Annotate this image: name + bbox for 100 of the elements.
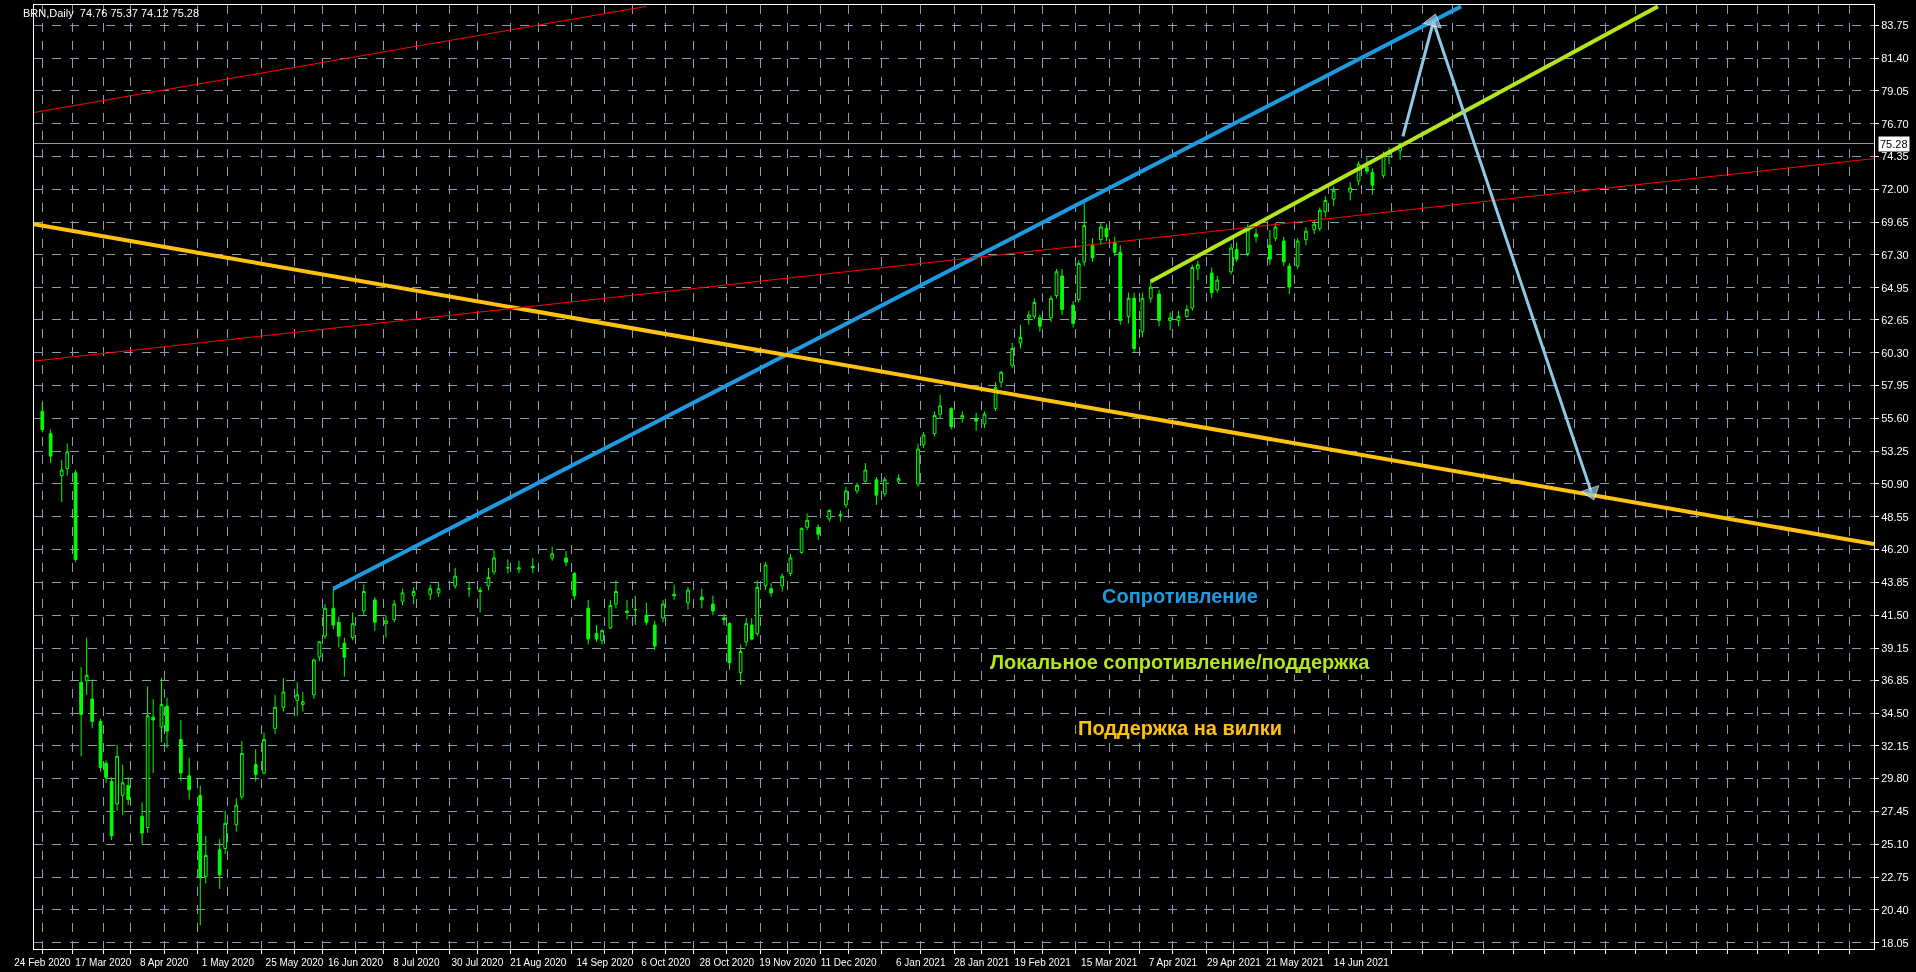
candlestick — [1196, 260, 1200, 281]
candlestick — [1229, 243, 1233, 276]
candlestick — [863, 462, 868, 484]
candlestick — [633, 595, 638, 626]
candlestick — [159, 677, 164, 743]
y-tick-label: 53.25 — [1881, 445, 1909, 458]
x-tick-label: 17 Mar 2020 — [75, 957, 132, 968]
x-tick-label: 29 Apr 2021 — [1206, 957, 1262, 968]
candlestick — [361, 584, 366, 616]
candlestick — [805, 512, 809, 531]
candlestick — [874, 476, 879, 506]
x-tick-label: 19 Feb 2021 — [1014, 957, 1072, 968]
candlestick — [672, 584, 676, 601]
y-tick-label: 60.30 — [1881, 346, 1909, 359]
candlestick — [312, 658, 316, 700]
candlestick — [79, 666, 83, 757]
y-tick-label: 41.50 — [1881, 609, 1909, 622]
candlestick — [1304, 226, 1308, 246]
candlestick — [799, 526, 804, 555]
candlestick — [73, 469, 78, 563]
candlestick — [960, 410, 965, 424]
candlestick — [239, 740, 244, 801]
candlestick — [550, 546, 555, 562]
candlestick — [816, 523, 821, 541]
text: Поддержка на вилки — [1078, 717, 1283, 739]
candlestick — [59, 459, 64, 503]
candlestick — [1157, 289, 1161, 327]
candlestick — [1190, 264, 1195, 312]
candlestick — [453, 567, 458, 590]
candlestick — [1287, 262, 1292, 295]
candlestick — [788, 553, 793, 577]
y-tick-label: 34.50 — [1881, 706, 1909, 719]
candlestick — [400, 588, 405, 606]
candlestick — [84, 637, 89, 696]
candlestick — [1268, 229, 1272, 266]
candlestick — [203, 835, 208, 884]
candlestick — [896, 473, 901, 485]
candlestick — [1071, 300, 1076, 329]
y-tick-label: 50.90 — [1881, 477, 1909, 490]
candlestick — [530, 557, 535, 574]
candlestick — [331, 588, 336, 630]
candlestick — [1295, 237, 1300, 270]
candlestick — [198, 785, 203, 926]
candlestick — [1168, 311, 1172, 331]
candlestick — [65, 442, 70, 477]
y-tick-label: 22.75 — [1881, 870, 1909, 883]
candlestick — [916, 442, 920, 488]
candlestick — [140, 801, 144, 845]
candlestick — [392, 599, 397, 623]
x-tick-label: 8 Jul 2020 — [393, 957, 440, 968]
candlestick — [686, 586, 690, 611]
candlestick — [1076, 260, 1081, 303]
y-tick-label: 18.05 — [1881, 936, 1909, 949]
candlestick — [1090, 237, 1095, 263]
candlestick — [769, 582, 773, 598]
candlestick — [1184, 304, 1189, 319]
candlestick — [652, 620, 657, 651]
candlestick — [882, 476, 887, 498]
y-tick-label: 36.85 — [1881, 674, 1909, 687]
candlestick — [411, 586, 416, 605]
candlestick — [384, 614, 388, 639]
y-tick-label: 20.40 — [1881, 903, 1909, 916]
candlestick — [1273, 222, 1278, 242]
y-tick-label: 27.45 — [1881, 805, 1909, 818]
candlestick — [949, 406, 954, 431]
y-tick-label: 64.95 — [1881, 281, 1909, 294]
x-tick-label: 6 Jan 2021 — [896, 957, 946, 968]
x-tick-label: 6 Oct 2020 — [641, 957, 691, 968]
candlestick — [1010, 342, 1015, 369]
candlestick — [780, 572, 785, 593]
candlestick — [1281, 236, 1286, 267]
candlestick — [317, 641, 322, 662]
x-tick-label: 25 May 2020 — [265, 957, 324, 968]
y-tick-label: 62.65 — [1881, 313, 1909, 326]
x-tick-label: 28 Oct 2020 — [699, 957, 755, 968]
candlestick — [1038, 314, 1042, 333]
y-tick-label: 72.00 — [1881, 183, 1909, 196]
candlestick — [1018, 324, 1023, 350]
y-tick-label: 48.55 — [1881, 510, 1909, 523]
candlestick — [40, 402, 45, 433]
candlestick — [492, 549, 496, 576]
candlestick — [1254, 227, 1258, 243]
y-tick-label: 81.40 — [1881, 51, 1909, 64]
x-tick-label: 30 Jul 2020 — [451, 957, 504, 968]
candlestick — [1331, 186, 1336, 207]
candlestick — [614, 579, 618, 609]
candlestick — [838, 510, 843, 523]
candlestick — [295, 681, 300, 717]
candlestick — [253, 748, 258, 782]
candlestick — [586, 599, 591, 646]
candlestick — [187, 757, 192, 801]
candlestick — [711, 595, 715, 616]
x-tick-label: 28 Jan 2021 — [954, 957, 1010, 968]
candlestick — [223, 810, 228, 855]
candlestick — [855, 482, 859, 495]
candlestick — [90, 678, 95, 729]
candlestick — [1365, 156, 1369, 175]
candlestick — [179, 719, 183, 782]
candlestick — [572, 571, 577, 601]
x-tick-label: 15 Mar 2021 — [1081, 957, 1138, 968]
